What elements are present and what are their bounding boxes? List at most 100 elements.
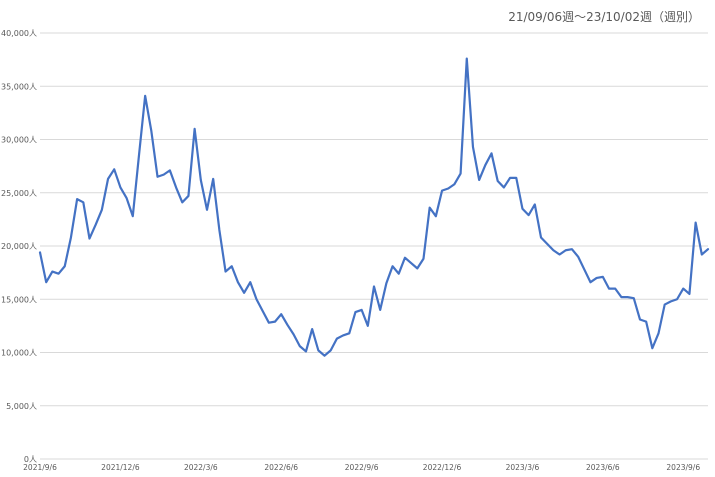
data-point — [645, 321, 647, 323]
data-point — [255, 298, 257, 300]
data-point — [243, 292, 245, 294]
data-point — [57, 273, 59, 275]
data-point — [453, 183, 455, 185]
data-point — [490, 152, 492, 154]
data-point — [88, 237, 90, 239]
data-point — [521, 208, 523, 210]
data-point — [212, 178, 214, 180]
data-point — [138, 154, 140, 156]
data-point — [194, 128, 196, 130]
data-point — [39, 251, 41, 253]
y-tick-label: 20,000人 — [1, 242, 37, 251]
y-tick-label: 30,000人 — [1, 136, 37, 145]
data-point — [596, 277, 598, 279]
data-point — [181, 201, 183, 203]
data-point — [558, 253, 560, 255]
data-point — [64, 265, 66, 267]
x-tick-label: 2022/6/6 — [264, 463, 298, 472]
data-point — [664, 303, 666, 305]
data-point — [268, 322, 270, 324]
data-point — [528, 214, 530, 216]
data-point — [249, 281, 251, 283]
data-point — [150, 130, 152, 132]
chart-subtitle: 21/09/06週～23/10/02週（週別） — [508, 10, 700, 24]
data-point — [175, 186, 177, 188]
y-tick-label: 10,000人 — [1, 349, 37, 358]
data-point — [633, 297, 635, 299]
data-point — [323, 355, 325, 357]
y-tick-label: 40,000人 — [1, 29, 37, 38]
data-point — [670, 300, 672, 302]
data-point — [169, 169, 171, 171]
data-point — [602, 276, 604, 278]
data-point — [330, 349, 332, 351]
data-point — [187, 195, 189, 197]
x-tick-label: 2021/9/6 — [23, 463, 57, 472]
data-point — [701, 253, 703, 255]
data-point — [404, 257, 406, 259]
data-point — [422, 258, 424, 260]
data-point — [144, 95, 146, 97]
data-point — [657, 332, 659, 334]
data-point — [583, 268, 585, 270]
y-tick-label: 15,000人 — [1, 295, 37, 304]
data-point — [107, 178, 109, 180]
data-point — [367, 325, 369, 327]
data-point — [620, 296, 622, 298]
data-point — [224, 270, 226, 272]
data-point — [119, 186, 121, 188]
data-point — [391, 265, 393, 267]
data-point — [459, 172, 461, 174]
data-point — [614, 288, 616, 290]
data-point — [682, 288, 684, 290]
data-point — [509, 177, 511, 179]
data-point — [503, 186, 505, 188]
series-line — [38, 57, 710, 357]
data-point — [552, 249, 554, 251]
data-point — [639, 318, 641, 320]
data-point — [478, 179, 480, 181]
data-point — [435, 215, 437, 217]
data-point — [95, 224, 97, 226]
y-tick-label: 5,000人 — [6, 402, 37, 411]
y-tick-label: 35,000人 — [1, 82, 37, 91]
data-point — [76, 198, 78, 200]
data-point — [156, 176, 158, 178]
data-point — [497, 180, 499, 182]
data-point — [695, 221, 697, 223]
data-point — [379, 309, 381, 311]
data-point — [218, 229, 220, 231]
x-tick-label: 2022/3/6 — [184, 463, 218, 472]
x-tick-label: 2023/3/6 — [506, 463, 540, 472]
data-point — [262, 310, 264, 312]
data-point — [274, 321, 276, 323]
data-point — [354, 311, 356, 313]
data-point — [577, 256, 579, 258]
data-point — [82, 201, 84, 203]
data-point — [441, 190, 443, 192]
data-point — [416, 267, 418, 269]
data-point — [385, 282, 387, 284]
data-point — [651, 347, 653, 349]
data-point — [336, 338, 338, 340]
data-point — [707, 248, 709, 250]
data-point — [410, 262, 412, 264]
data-point — [429, 207, 431, 209]
data-point — [540, 236, 542, 238]
data-point — [51, 270, 53, 272]
data-point — [447, 187, 449, 189]
y-tick-label: 0人 — [24, 455, 37, 464]
data-point — [317, 349, 319, 351]
data-point — [113, 168, 115, 170]
data-point — [132, 215, 134, 217]
data-point — [286, 324, 288, 326]
data-point — [688, 293, 690, 295]
data-point — [589, 281, 591, 283]
data-point — [280, 313, 282, 315]
data-point — [484, 164, 486, 166]
data-point — [237, 281, 239, 283]
data-point — [534, 203, 536, 205]
data-point — [361, 309, 363, 311]
data-point — [311, 328, 313, 330]
